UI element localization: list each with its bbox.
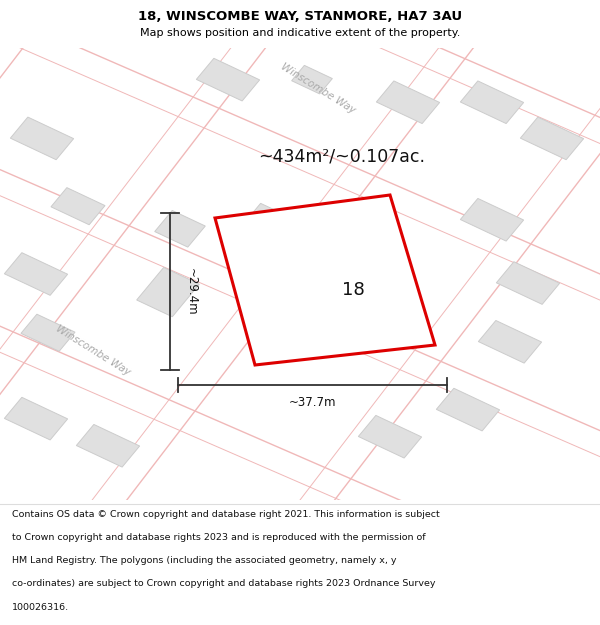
Text: Winscombe Way: Winscombe Way	[279, 62, 357, 116]
Text: ~434m²/~0.107ac.: ~434m²/~0.107ac.	[259, 148, 425, 166]
Text: HM Land Registry. The polygons (including the associated geometry, namely x, y: HM Land Registry. The polygons (includin…	[12, 556, 397, 565]
Polygon shape	[196, 58, 260, 101]
Text: 100026316.: 100026316.	[12, 602, 69, 611]
Polygon shape	[215, 195, 435, 365]
Polygon shape	[436, 388, 500, 431]
Polygon shape	[10, 117, 74, 160]
Text: ~37.7m: ~37.7m	[289, 396, 336, 409]
Polygon shape	[155, 211, 205, 247]
Polygon shape	[376, 81, 440, 124]
Text: 18: 18	[343, 281, 365, 299]
Polygon shape	[51, 188, 105, 225]
Polygon shape	[496, 262, 560, 304]
Polygon shape	[478, 321, 542, 363]
Polygon shape	[358, 416, 422, 458]
Polygon shape	[4, 253, 68, 296]
Polygon shape	[76, 424, 140, 467]
Polygon shape	[137, 268, 199, 317]
Text: ~29.4m: ~29.4m	[185, 268, 198, 315]
Text: Contains OS data © Crown copyright and database right 2021. This information is : Contains OS data © Crown copyright and d…	[12, 510, 440, 519]
Polygon shape	[460, 81, 524, 124]
Text: Winscombe Way: Winscombe Way	[54, 324, 132, 378]
Polygon shape	[292, 66, 332, 94]
Polygon shape	[520, 117, 584, 160]
Polygon shape	[460, 199, 524, 241]
Text: 18, WINSCOMBE WAY, STANMORE, HA7 3AU: 18, WINSCOMBE WAY, STANMORE, HA7 3AU	[138, 9, 462, 22]
Text: to Crown copyright and database rights 2023 and is reproduced with the permissio: to Crown copyright and database rights 2…	[12, 533, 425, 542]
Text: co-ordinates) are subject to Crown copyright and database rights 2023 Ordnance S: co-ordinates) are subject to Crown copyr…	[12, 579, 436, 588]
Text: Map shows position and indicative extent of the property.: Map shows position and indicative extent…	[140, 28, 460, 38]
Polygon shape	[247, 203, 293, 236]
Polygon shape	[4, 398, 68, 440]
Polygon shape	[21, 314, 75, 351]
